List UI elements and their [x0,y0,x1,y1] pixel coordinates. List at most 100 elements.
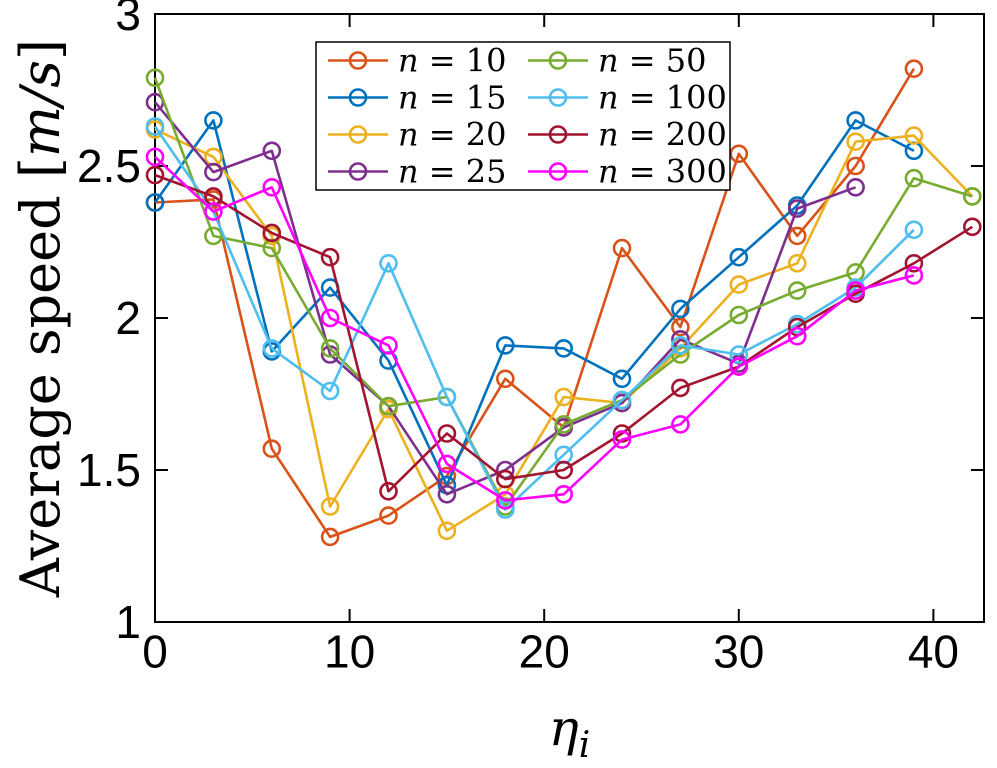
data-point-marker [437,521,457,541]
data-point-marker [145,193,165,212]
data-point-marker [320,308,340,328]
data-point-marker [437,387,457,407]
data-point-marker [262,178,282,197]
data-point-marker [204,111,223,130]
legend-label: n = 25 [398,153,506,191]
legend-label: n = 300 [598,153,727,191]
x-tick-label: 10 [324,626,375,678]
data-point-marker [145,147,165,167]
data-point-marker [671,415,690,434]
data-point-marker [204,162,223,182]
data-point-marker [904,168,924,188]
y-tick-label: 1.5 [77,444,141,496]
legend-label: n = 20 [398,116,506,154]
data-point-marker [671,378,690,398]
data-point-marker [671,299,690,319]
data-point-marker [904,253,924,273]
y-tick-label: 3 [115,0,141,40]
legend-marker [348,88,368,107]
legend-box [315,41,731,191]
data-point-marker [145,68,165,88]
x-tick-label: 30 [713,626,764,678]
data-point-marker [904,220,924,240]
series-line [154,155,915,502]
data-point-marker [204,226,223,246]
x-tick-label: 0 [142,626,168,678]
data-point-marker [904,126,924,145]
data-point-marker [612,390,632,410]
legend-label: n = 10 [398,42,506,80]
data-point-marker [262,339,282,358]
data-point-marker [729,345,749,364]
data-point-marker [554,387,574,407]
legend-label: n = 50 [598,42,706,80]
data-point-marker [495,469,515,489]
data-point-marker [671,336,690,355]
data-point-marker [729,357,749,376]
y-tick-label: 2 [115,292,141,344]
x-tick-label: 20 [519,626,570,678]
data-point-marker [612,430,632,449]
data-point-marker [379,506,398,525]
data-point-marker [846,281,865,300]
data-point-marker [495,491,515,510]
data-point-marker [729,144,749,164]
data-point-marker [495,369,515,389]
data-point-marker [145,117,165,136]
data-point-marker [787,226,807,246]
legend-marker [548,162,568,181]
data-point-marker [729,305,749,325]
data-point-marker [554,460,574,480]
legend-marker [548,51,568,70]
legend-marker [548,125,568,144]
data-point-marker [554,415,574,434]
series-line [153,125,915,511]
data-point-marker [729,247,749,267]
legend-label: n = 100 [598,79,727,117]
data-point-marker [262,141,282,161]
series-line [153,77,973,508]
data-point-marker [787,199,807,218]
data-point-marker [612,369,632,389]
data-point-marker [145,165,165,185]
data-point-marker [437,454,457,474]
data-point-marker [379,253,398,273]
data-point-marker [320,527,340,547]
legend-label: n = 15 [398,79,506,117]
legend-marker [348,51,368,70]
legend-marker [348,125,368,144]
data-point-marker [904,59,924,78]
legend-marker [548,88,568,107]
data-point-marker [320,247,340,267]
data-point-marker [379,396,398,416]
data-point-marker [612,238,632,258]
data-point-marker [612,424,632,443]
data-point-marker [320,339,340,358]
series-line [154,68,916,539]
data-point-marker [495,336,515,355]
data-point-marker [320,381,340,401]
data-point-marker [554,339,574,358]
data-point-marker [787,281,807,300]
y-tick-label: 1 [115,596,141,648]
data-point-marker [204,202,223,221]
data-point-marker [671,317,690,337]
data-point-marker [962,217,982,237]
legend-marker [348,162,368,181]
data-point-marker [262,439,282,459]
data-point-marker [787,326,807,346]
data-point-marker [437,424,457,443]
data-point-marker [846,111,865,130]
data-point-marker [729,275,749,294]
y-tick-label: 2.5 [77,140,141,192]
data-point-marker [904,266,924,285]
data-point-marker [437,484,457,504]
x-axis-label: ηi [549,699,590,766]
data-point-marker [962,187,982,206]
data-point-marker [320,497,340,516]
data-point-marker [379,481,398,501]
data-point-marker [846,178,865,197]
series-line [154,128,974,533]
